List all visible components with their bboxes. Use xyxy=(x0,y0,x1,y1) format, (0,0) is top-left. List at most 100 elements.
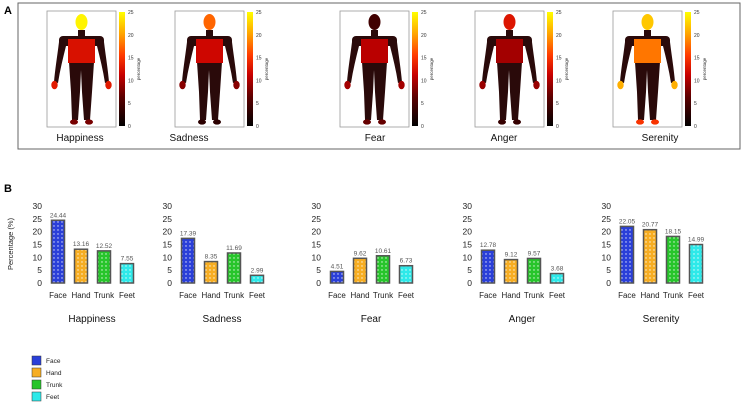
head-region xyxy=(641,14,654,30)
right-hand-region xyxy=(105,80,112,90)
neck xyxy=(644,30,651,36)
bar-outline-hand xyxy=(203,260,219,284)
x-tick-label: Hand xyxy=(71,291,90,300)
colorbar-tick: 20 xyxy=(421,33,427,39)
left-arm xyxy=(482,42,494,83)
y-tick-label: 5 xyxy=(467,265,472,275)
x-tick-label: Trunk xyxy=(663,291,684,300)
y-tick-label: 20 xyxy=(312,227,322,237)
colorbar-label: percentage xyxy=(264,57,269,80)
colorbar-tick: 10 xyxy=(128,78,134,84)
bar-outline-face xyxy=(480,249,496,284)
y-tick-label: 20 xyxy=(163,227,173,237)
y-tick-label: 15 xyxy=(463,240,473,250)
legs xyxy=(362,62,387,120)
trunk-region xyxy=(496,39,523,63)
bar-outline-trunk xyxy=(526,257,542,284)
colorbar-tick: 25 xyxy=(421,10,427,16)
panel-b-letter: B xyxy=(4,183,12,195)
x-tick-label: Hand xyxy=(350,291,369,300)
data-label: 17.39 xyxy=(180,230,197,237)
data-label: 18.15 xyxy=(665,228,682,235)
right-arm xyxy=(225,42,237,83)
colorbar-tick: 25 xyxy=(256,10,262,16)
left-foot-region xyxy=(198,119,206,125)
y-tick-label: 0 xyxy=(316,278,321,288)
x-tick-label: Feet xyxy=(249,291,266,300)
colorbar-tick: 25 xyxy=(128,10,134,16)
colorbar xyxy=(247,12,253,126)
left-arm xyxy=(620,42,632,83)
y-tick-label: 0 xyxy=(467,278,472,288)
left-foot-region xyxy=(363,119,371,125)
body-map-title: Happiness xyxy=(56,133,103,144)
chart-title: Anger xyxy=(509,314,536,325)
y-tick-label: 10 xyxy=(602,252,612,262)
body-map-fear: 25 20 15 10 5 0 percentage xyxy=(339,10,434,130)
bar-outline-trunk xyxy=(665,235,681,284)
left-hand-region xyxy=(479,80,486,90)
bar-outline-hand xyxy=(352,257,368,284)
x-tick-label: Feet xyxy=(688,291,705,300)
colorbar-tick: 5 xyxy=(556,101,559,107)
y-tick-label: 25 xyxy=(33,214,43,224)
x-tick-label: Face xyxy=(179,291,197,300)
x-tick-label: Trunk xyxy=(373,291,394,300)
data-label: 4.51 xyxy=(331,263,344,270)
body-map-title: Fear xyxy=(365,133,386,144)
data-label: 22.05 xyxy=(619,218,636,225)
bar-chart-fear: 30 25 20 15 10 5 0 4.51 Face 9.62 Hand 10.61 Trunk 6.… xyxy=(312,201,415,325)
data-label: 6.73 xyxy=(400,258,413,265)
y-tick-label: 25 xyxy=(602,214,612,224)
colorbar-tick: 20 xyxy=(556,33,562,39)
left-arm xyxy=(347,42,359,83)
legend-swatch-face xyxy=(31,355,42,366)
right-foot-region xyxy=(213,119,221,125)
y-tick-label: 20 xyxy=(602,227,612,237)
bar-outline-face xyxy=(180,237,196,284)
colorbar-tick: 20 xyxy=(256,33,262,39)
legend-label-face: Face xyxy=(46,358,61,365)
data-label: 9.62 xyxy=(354,250,367,257)
head-region xyxy=(75,14,88,30)
neck xyxy=(371,30,378,36)
x-tick-label: Hand xyxy=(201,291,220,300)
chart-title: Serenity xyxy=(643,314,680,325)
data-label: 12.52 xyxy=(96,243,113,250)
chart-title: Sadness xyxy=(203,314,242,325)
x-tick-label: Face xyxy=(49,291,67,300)
bar-outline-hand xyxy=(503,258,519,284)
y-tick-label: 10 xyxy=(312,252,322,262)
trunk-region xyxy=(361,39,388,63)
legend-label-trunk: Trunk xyxy=(46,382,63,389)
left-foot-region xyxy=(498,119,506,125)
bar-chart-sadness: 30 25 20 15 10 5 0 17.39 Face 8.35 Hand 11.69 Trunk 2… xyxy=(163,201,266,325)
left-hand-region xyxy=(51,80,58,90)
left-foot-region xyxy=(70,119,78,125)
legend-swatch-feet xyxy=(31,391,42,402)
bar-chart-anger: 30 25 20 15 10 5 0 12.78 Face 9.12 Hand 9.57 Trunk 3.… xyxy=(463,201,566,325)
body-map-anger: 25 20 15 10 5 0 percentage xyxy=(474,10,569,130)
chart-title: Fear xyxy=(361,314,382,325)
colorbar-label: percentage xyxy=(702,57,707,80)
y-tick-label: 10 xyxy=(163,252,173,262)
legs xyxy=(497,62,522,120)
body-maps: 25 20 15 10 5 0 percentage 25 20 15 10 5 0 percentage… xyxy=(46,10,707,144)
data-label: 14.99 xyxy=(688,237,705,244)
left-foot-region xyxy=(636,119,644,125)
chart-title: Happiness xyxy=(68,314,115,325)
right-foot-region xyxy=(651,119,659,125)
bar-outline-trunk xyxy=(96,250,112,284)
legend: Face Hand Trunk Feet xyxy=(31,355,63,402)
legs xyxy=(635,62,660,120)
left-arm xyxy=(54,42,66,83)
x-tick-label: Trunk xyxy=(524,291,545,300)
y-tick-label: 10 xyxy=(33,252,43,262)
colorbar-tick: 5 xyxy=(128,101,131,107)
head-region xyxy=(203,14,216,30)
colorbar-tick: 0 xyxy=(694,124,697,130)
bar-charts: 30 25 20 15 10 5 0 24.44 Face 13.16 Hand 12.52 Trunk… xyxy=(33,201,705,325)
bar-outline-face xyxy=(50,219,66,284)
legs xyxy=(69,62,94,120)
y-tick-label: 25 xyxy=(163,214,173,224)
